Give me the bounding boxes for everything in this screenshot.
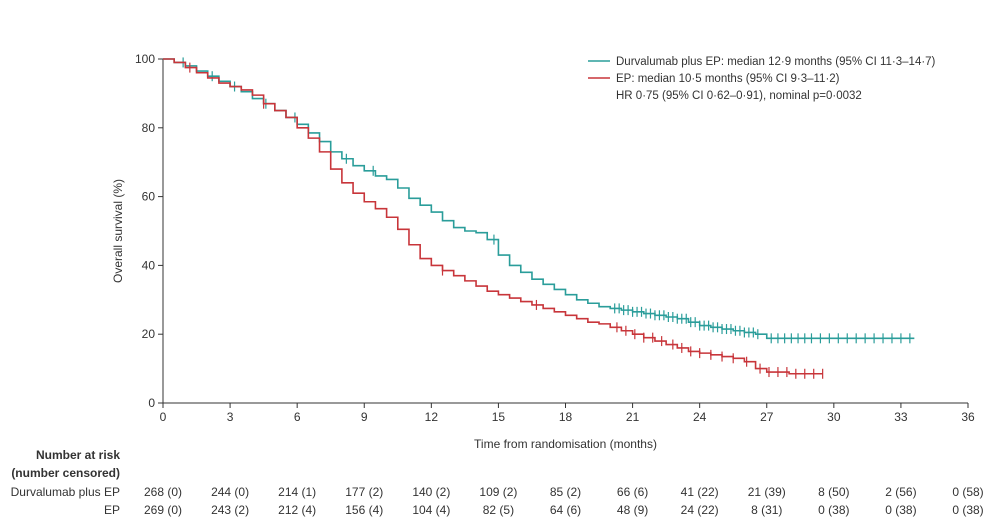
x-tick-label: 30 bbox=[827, 410, 841, 424]
y-tick-label: 80 bbox=[142, 121, 156, 135]
x-tick-label: 0 bbox=[160, 410, 167, 424]
x-tick-label: 15 bbox=[492, 410, 506, 424]
y-tick-label: 60 bbox=[142, 190, 156, 204]
x-tick-label: 21 bbox=[626, 410, 640, 424]
x-tick-label: 27 bbox=[760, 410, 774, 424]
risk-cell: 212 (4) bbox=[278, 503, 316, 517]
risk-table: Number at risk (number censored) Durvaluma… bbox=[11, 448, 984, 517]
risk-cell: 85 (2) bbox=[550, 485, 581, 499]
risk-cell: 48 (9) bbox=[617, 503, 648, 517]
x-tick-label: 9 bbox=[361, 410, 368, 424]
risk-table-header: Number at risk bbox=[36, 448, 120, 462]
risk-cell: 244 (0) bbox=[211, 485, 249, 499]
risk-cell: 0 (38) bbox=[952, 503, 983, 517]
risk-cell: 66 (6) bbox=[617, 485, 648, 499]
risk-row-label: Durvalumab plus EP bbox=[11, 485, 120, 499]
x-tick-label: 33 bbox=[894, 410, 908, 424]
y-axis-title: Overall survival (%) bbox=[111, 179, 125, 283]
series-line-2 bbox=[163, 58, 823, 375]
y-tick-label: 20 bbox=[142, 327, 156, 341]
x-tick-label: 12 bbox=[425, 410, 439, 424]
risk-cell: 0 (38) bbox=[885, 503, 916, 517]
risk-cell: 41 (22) bbox=[681, 485, 719, 499]
risk-cell: 104 (4) bbox=[412, 503, 450, 517]
risk-cell: 140 (2) bbox=[412, 485, 450, 499]
risk-row-label: EP bbox=[104, 503, 120, 517]
y-tick-label: 0 bbox=[148, 396, 155, 410]
risk-cell: 64 (6) bbox=[550, 503, 581, 517]
risk-cell: 8 (50) bbox=[818, 485, 849, 499]
x-axis-title: Time from randomisation (months) bbox=[474, 437, 657, 451]
risk-cell: 0 (58) bbox=[952, 485, 983, 499]
risk-cell: 24 (22) bbox=[681, 503, 719, 517]
y-tick-label: 40 bbox=[142, 258, 156, 272]
risk-cell: 243 (2) bbox=[211, 503, 249, 517]
y-tick-label: 100 bbox=[135, 52, 155, 66]
legend-label-1: Durvalumab plus EP: median 12·9 months (… bbox=[616, 56, 936, 68]
x-tick-label: 18 bbox=[559, 410, 573, 424]
risk-table-subheader: (number censored) bbox=[11, 466, 120, 480]
x-tick-label: 36 bbox=[961, 410, 975, 424]
legend-label-2: EP: median 10·5 months (95% CI 9·3–11·2) bbox=[616, 73, 840, 85]
hazard-ratio-note: HR 0·75 (95% CI 0·62–0·91), nominal p=0·… bbox=[616, 90, 862, 102]
risk-cell: 269 (0) bbox=[144, 503, 182, 517]
x-tick-label: 6 bbox=[294, 410, 301, 424]
legend: Durvalumab plus EP: median 12·9 months (… bbox=[588, 56, 936, 102]
risk-cell: 177 (2) bbox=[345, 485, 383, 499]
survival-curves bbox=[163, 57, 915, 379]
x-tick-label: 3 bbox=[227, 410, 234, 424]
risk-cell: 8 (31) bbox=[751, 503, 782, 517]
risk-cell: 156 (4) bbox=[345, 503, 383, 517]
risk-cell: 21 (39) bbox=[748, 485, 786, 499]
risk-cell: 214 (1) bbox=[278, 485, 316, 499]
risk-cell: 2 (56) bbox=[885, 485, 916, 499]
risk-cell: 82 (5) bbox=[483, 503, 514, 517]
risk-cell: 109 (2) bbox=[479, 485, 517, 499]
risk-cell: 268 (0) bbox=[144, 485, 182, 499]
risk-cell: 0 (38) bbox=[818, 503, 849, 517]
x-tick-label: 24 bbox=[693, 410, 707, 424]
